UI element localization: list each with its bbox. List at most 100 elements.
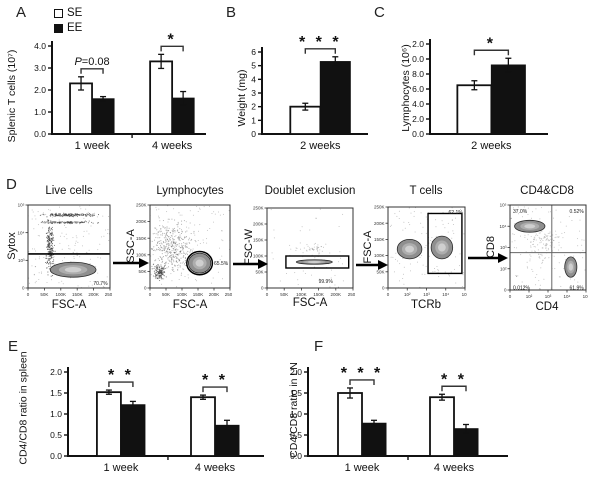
svg-text:10³: 10³ <box>500 245 507 250</box>
svg-text:250K: 250K <box>374 205 385 210</box>
panel-e-letter: E <box>8 338 19 355</box>
svg-text:* *: * * <box>108 367 134 384</box>
svg-text:0: 0 <box>251 129 256 139</box>
svg-text:0: 0 <box>504 288 507 293</box>
svg-text:4 weeks: 4 weeks <box>434 462 475 474</box>
svg-text:0: 0 <box>261 286 264 291</box>
svg-text:1 week: 1 week <box>345 462 380 474</box>
flow-plot-svg: 99.9% 0 50K 100K 150K 200K 250K 0 50K 100K 150K 200… <box>253 206 358 297</box>
svg-text:10⁴: 10⁴ <box>442 292 449 297</box>
svg-text:* * *: * * * <box>341 365 384 382</box>
svg-text:0.5: 0.5 <box>50 430 62 440</box>
svg-text:6: 6 <box>251 47 256 57</box>
ee-swatch-icon <box>54 23 63 33</box>
svg-text:1 week: 1 week <box>103 462 138 474</box>
svg-text:100K: 100K <box>253 254 264 259</box>
bar-chart-C: 0.0 2.0 4.0 6.0 8.0 0.0 2.0 2 weeks * <box>412 35 548 152</box>
bar-chart-F: 0.0 0.5 1.0 1.5 2.0 1 week 4 weeks * * * * * <box>290 365 508 474</box>
flow-plot-lymphocytes: 65.5% 0 50K 100K 150K 200K 250K 0 50K 100K 150K 200… <box>135 202 235 304</box>
svg-text:1: 1 <box>251 115 256 125</box>
svg-text:4.0: 4.0 <box>412 99 424 109</box>
svg-text:70.7%: 70.7% <box>93 281 108 287</box>
svg-text:10²: 10² <box>500 266 507 271</box>
svg-text:0.5: 0.5 <box>290 430 302 440</box>
svg-text:0.0: 0.0 <box>50 451 62 461</box>
svg-text:2: 2 <box>251 102 256 112</box>
svg-text:150K: 150K <box>374 237 385 242</box>
panel-c-chart: 0.0 2.0 4.0 6.0 8.0 0.0 2.0 2 weeks * <box>396 30 558 169</box>
svg-text:100K: 100K <box>177 292 188 297</box>
svg-text:2.0: 2.0 <box>412 114 424 124</box>
arrow-right-icon <box>233 259 268 269</box>
svg-text:10³: 10³ <box>423 292 430 297</box>
svg-text:10⁴: 10⁴ <box>564 294 571 299</box>
svg-text:250K: 250K <box>225 292 232 297</box>
svg-text:4 weeks: 4 weeks <box>195 462 236 474</box>
svg-text:10³: 10³ <box>18 258 25 263</box>
svg-text:50K: 50K <box>255 270 263 275</box>
svg-text:1.0: 1.0 <box>34 107 46 117</box>
svg-text:99.9%: 99.9% <box>319 279 334 285</box>
svg-text:2.0: 2.0 <box>412 39 424 49</box>
svg-text:100K: 100K <box>56 292 67 297</box>
svg-text:10³: 10³ <box>545 294 552 299</box>
arrow-right-icon <box>468 253 508 263</box>
svg-text:2 weeks: 2 weeks <box>471 140 512 152</box>
flow-plot-svg: 65.5% 0 50K 100K 150K 200K 250K 0 50K 100K 150K 200… <box>136 203 235 297</box>
svg-text:200K: 200K <box>331 292 342 297</box>
svg-text:1.0: 1.0 <box>290 409 302 419</box>
se-swatch-icon <box>54 8 63 18</box>
legend-ee-label: EE <box>67 22 83 34</box>
svg-text:10⁵: 10⁵ <box>583 294 588 299</box>
svg-text:150K: 150K <box>72 292 83 297</box>
svg-text:2.0: 2.0 <box>290 367 302 377</box>
svg-text:0.012%: 0.012% <box>513 285 531 291</box>
svg-text:50K: 50K <box>280 292 288 297</box>
svg-text:10⁴: 10⁴ <box>18 230 25 235</box>
svg-text:250K: 250K <box>136 203 147 208</box>
svg-text:62.1%: 62.1% <box>449 210 464 216</box>
svg-text:200K: 200K <box>88 292 99 297</box>
flow-title-doublet-exclusion: Doublet exclusion <box>264 185 356 197</box>
svg-text:65.5%: 65.5% <box>214 261 229 267</box>
svg-text:4: 4 <box>251 74 256 84</box>
svg-text:50K: 50K <box>162 292 170 297</box>
panel-f-letter: F <box>314 338 324 355</box>
svg-text:10⁴: 10⁴ <box>500 224 507 229</box>
svg-text:0.0: 0.0 <box>412 54 424 64</box>
panel-a-letter: A <box>16 4 27 21</box>
svg-text:0.0: 0.0 <box>412 129 424 139</box>
svg-text:P=0.08: P=0.08 <box>74 56 109 68</box>
flow3-xlabel: FSC-A <box>292 297 328 309</box>
svg-text:200K: 200K <box>374 221 385 226</box>
svg-text:3: 3 <box>251 88 256 98</box>
svg-text:0.0: 0.0 <box>34 129 46 139</box>
svg-text:150K: 150K <box>193 292 204 297</box>
svg-text:10²: 10² <box>404 292 411 297</box>
bar-chart-A: 0.0 1.0 2.0 3.0 4.0 1 week 4 weeks P=0.08 * <box>34 31 206 152</box>
svg-text:*: * <box>487 35 496 52</box>
svg-text:10⁵: 10⁵ <box>18 203 25 208</box>
svg-text:100K: 100K <box>136 252 147 257</box>
svg-text:0: 0 <box>22 286 25 291</box>
panel-b-letter: B <box>226 4 237 21</box>
flow1-xlabel: FSC-A <box>51 299 87 311</box>
flow-title-t-cells: T cells <box>409 185 443 197</box>
svg-text:6.0: 6.0 <box>412 84 424 94</box>
panel-f-chart: 0.0 0.5 1.0 1.5 2.0 1 week 4 weeks * * * * * <box>276 358 520 484</box>
svg-text:250K: 250K <box>253 206 264 211</box>
svg-text:10²: 10² <box>526 294 533 299</box>
bar-chart-B: 0 1 2 3 4 5 6 2 weeks * * * <box>251 34 368 152</box>
svg-text:0: 0 <box>149 292 152 297</box>
legend-se-label: SE <box>67 7 83 19</box>
panel-e-chart: 0.0 0.5 1.0 1.5 2.0 1 week 4 weeks * * * * <box>36 358 274 484</box>
arrow-right-icon <box>113 258 149 268</box>
svg-text:1.0: 1.0 <box>50 409 62 419</box>
flow2-xlabel: FSC-A <box>172 299 208 311</box>
svg-text:0: 0 <box>382 286 385 291</box>
panel-d-letter: D <box>6 176 17 193</box>
svg-text:4.0: 4.0 <box>34 41 46 51</box>
svg-text:0.52%: 0.52% <box>570 209 585 215</box>
svg-text:250K: 250K <box>348 292 355 297</box>
